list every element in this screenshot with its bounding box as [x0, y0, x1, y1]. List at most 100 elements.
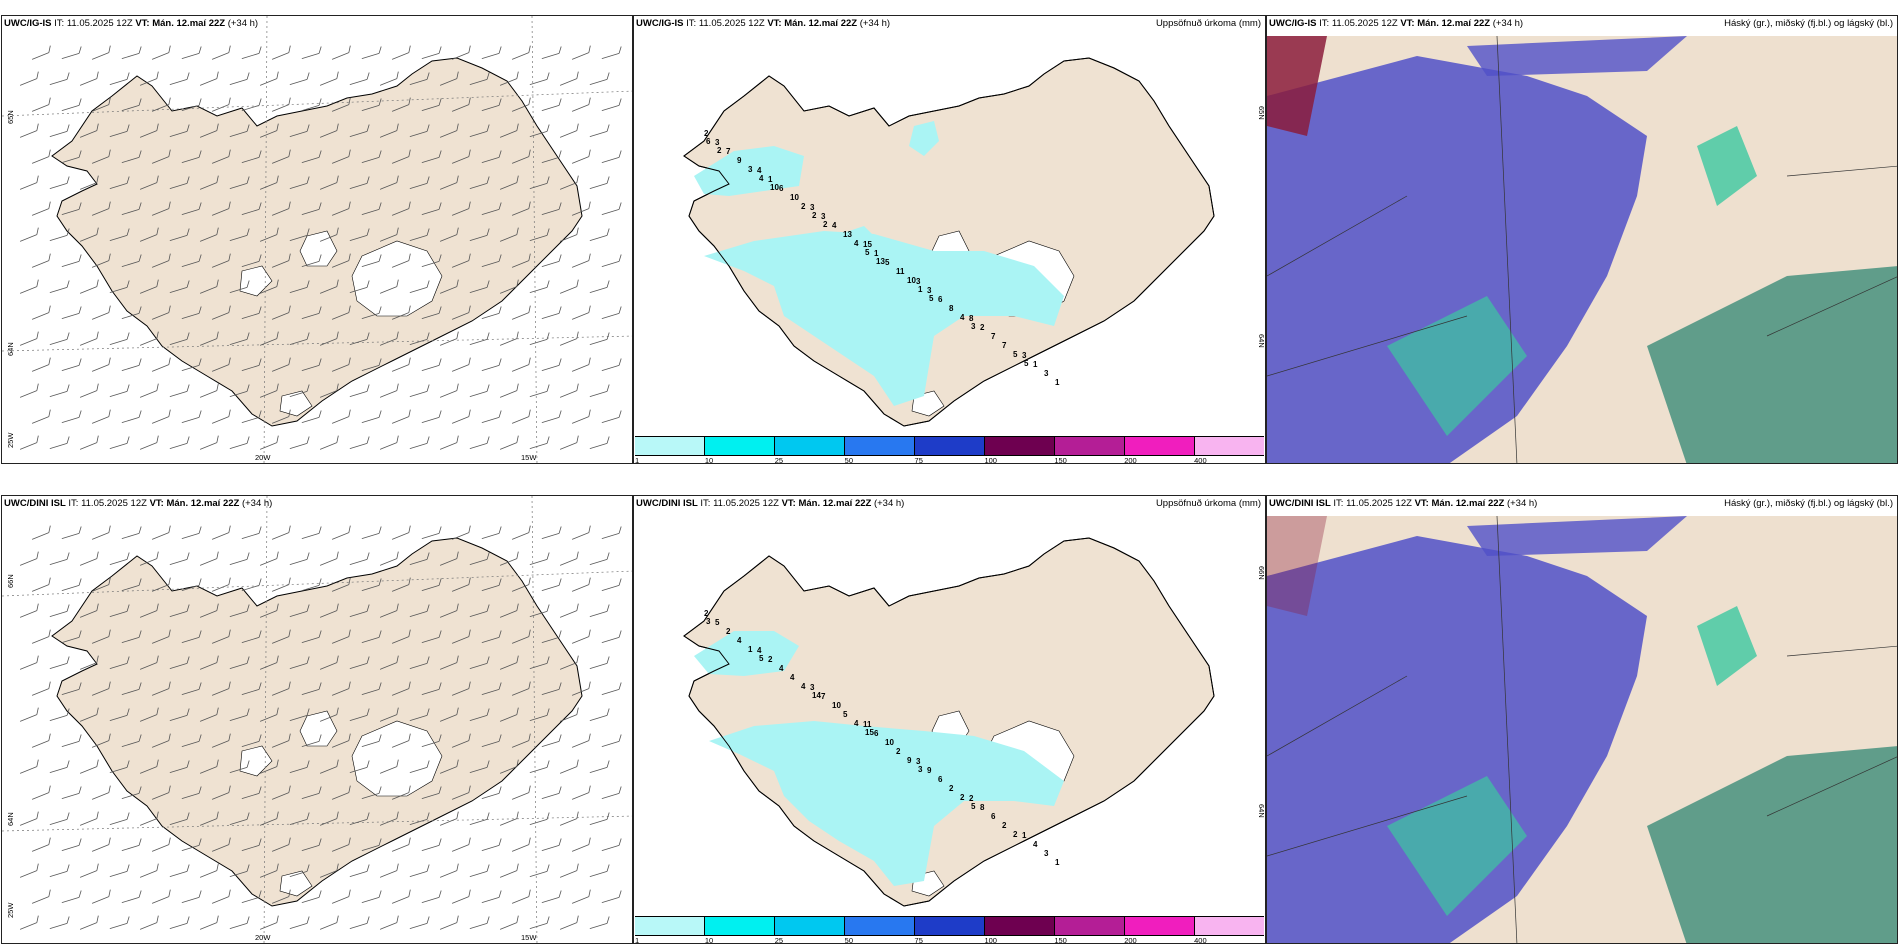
wind-barb — [589, 864, 610, 877]
wind-barb — [541, 578, 562, 591]
colorbar-tick-label: 200 — [1124, 456, 1137, 464]
wind-barb — [79, 383, 99, 398]
wind-barb — [241, 98, 262, 111]
wind-barb — [499, 331, 519, 346]
precip-point-value: 4 — [737, 636, 742, 645]
colorbar-swatch — [1195, 917, 1264, 935]
wind-barb — [349, 384, 370, 397]
wind-barb — [361, 150, 382, 163]
wind-barb — [541, 410, 562, 423]
wind-barb — [241, 254, 262, 267]
wind-barb — [289, 656, 310, 669]
wind-barb — [601, 358, 622, 371]
colorbar-tick-label: 10 — [704, 936, 714, 944]
wind-barb — [199, 655, 219, 670]
wind-barb — [49, 228, 70, 241]
wind-barb — [49, 604, 70, 617]
wind-barb — [421, 526, 442, 539]
wind-barb — [349, 552, 370, 565]
precip-point-value: 4 — [757, 646, 762, 655]
wind-barb — [79, 71, 99, 86]
wind-barb — [19, 707, 39, 722]
wind-barb — [421, 410, 442, 423]
wind-barb — [199, 551, 219, 566]
wind-barb — [511, 577, 531, 592]
lon-label: 15W — [521, 933, 537, 942]
wind-barb — [541, 306, 562, 319]
wind-barb — [559, 603, 579, 618]
wind-barb — [301, 786, 322, 799]
precip-point-value: 5 — [759, 654, 764, 663]
precip-point-value: 5 — [971, 802, 976, 811]
wind-barb — [331, 149, 351, 164]
wind-barb — [469, 176, 490, 189]
precip-point-value: 7 — [726, 147, 731, 156]
wind-barb — [601, 890, 622, 903]
graticule-line — [2, 335, 632, 352]
precip-point-value: 2 — [1013, 830, 1018, 839]
wind-barb — [79, 175, 99, 190]
wind-barb — [289, 436, 310, 449]
low-cloud-area — [1697, 606, 1757, 686]
colorbar-swatch — [775, 917, 845, 935]
precip-point-value: 6 — [938, 775, 943, 784]
wind-barb — [499, 175, 519, 190]
wind-barb — [109, 436, 130, 449]
wind-barb — [61, 98, 82, 111]
precip-point-value: 2 — [768, 655, 773, 664]
wind-barb — [169, 384, 190, 397]
high-cloud-area — [1267, 536, 1647, 943]
wind-barb — [319, 759, 339, 774]
precip-point-value: 15 — [863, 240, 872, 249]
wind-barb — [349, 760, 370, 773]
wind-barb — [409, 176, 430, 189]
wind-barb — [91, 629, 111, 644]
lon-label: 25W — [6, 432, 15, 448]
map-line — [1267, 195, 1408, 277]
wind-barb — [289, 280, 310, 293]
wind-barb — [451, 201, 471, 216]
wind-barb — [169, 228, 190, 241]
wind-barb — [61, 890, 82, 903]
lat-label: 65N — [1257, 106, 1266, 120]
wind-barb — [301, 202, 322, 215]
wind-barb — [241, 46, 262, 59]
wind-barb — [169, 332, 190, 345]
wind-barb — [199, 759, 219, 774]
precip-point-value: 4 — [960, 313, 965, 322]
wind-barb — [301, 46, 322, 59]
wind-barb — [469, 708, 490, 721]
wind-barb — [61, 630, 82, 643]
wind-barb — [181, 46, 202, 59]
wind-barb — [61, 578, 82, 591]
wind-barb — [301, 98, 322, 111]
wind-barb — [439, 279, 459, 294]
wind-barb — [61, 150, 82, 163]
wind-barb — [571, 253, 591, 268]
wind-barb — [49, 72, 70, 85]
precip-point-value: 10 — [907, 276, 916, 285]
wind-barb — [481, 98, 502, 111]
wind-barb — [559, 123, 579, 138]
wind-barb — [199, 915, 219, 930]
wind-barb — [181, 150, 202, 163]
wind-barb — [109, 124, 130, 137]
wind-barb — [409, 124, 430, 137]
wind-barb — [199, 279, 219, 294]
mid-cloud-area — [1647, 266, 1897, 463]
lat-label: 65N — [6, 110, 15, 124]
wind-barb — [349, 708, 370, 721]
wind-barb — [301, 890, 322, 903]
precip-point-value: 10 — [885, 738, 894, 747]
wind-barb — [481, 202, 502, 215]
wind-barb — [349, 332, 370, 345]
colorbar-swatch — [915, 437, 985, 455]
panel-header: UWC/IG-IS IT: 11.05.2025 12Z VT: Mán. 12… — [1269, 18, 1524, 29]
wind-barb — [451, 525, 471, 540]
wind-barb — [571, 525, 591, 540]
wind-barb — [49, 708, 70, 721]
wind-barb — [391, 785, 411, 800]
wind-barb — [541, 150, 562, 163]
wind-barb — [49, 332, 70, 345]
wind-barb — [361, 526, 382, 539]
